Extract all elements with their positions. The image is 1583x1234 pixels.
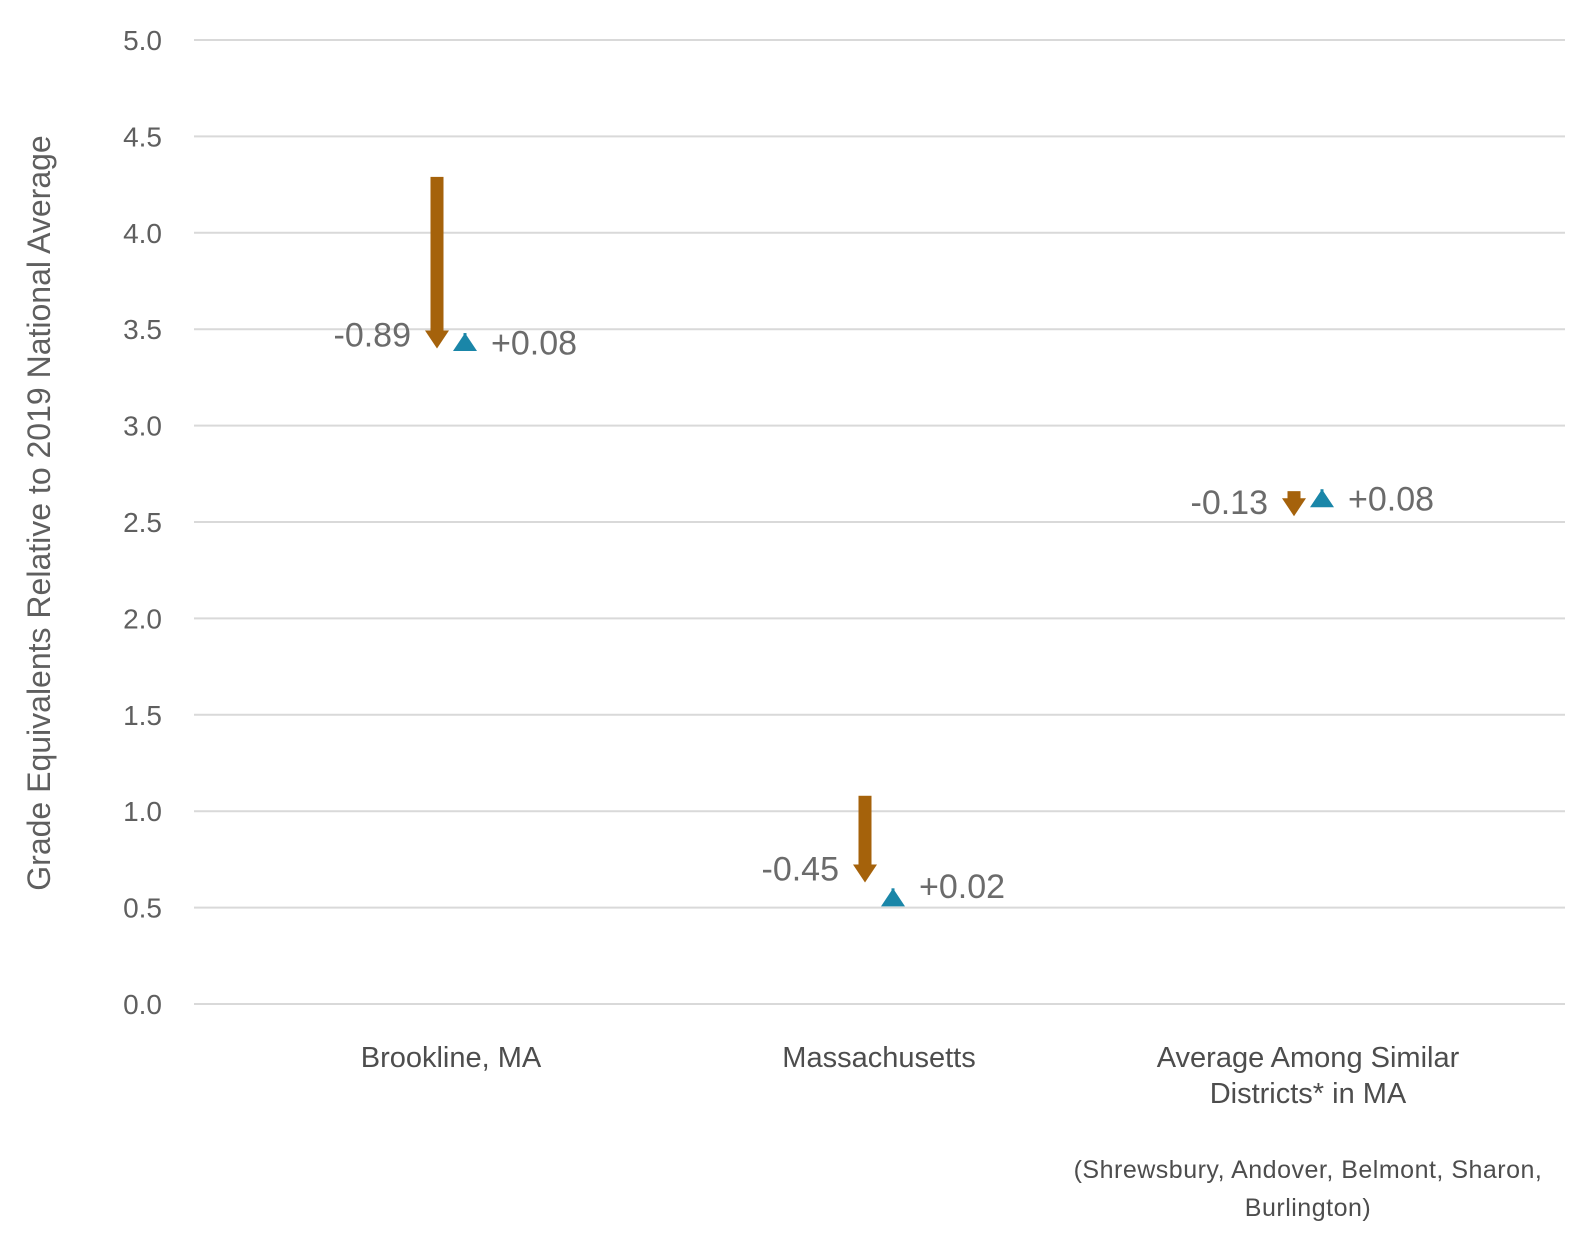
y-tick-label: 3.0 — [123, 411, 162, 442]
y-tick-label: 3.5 — [123, 314, 162, 345]
category-note: Burlington) — [1245, 1194, 1371, 1222]
y-tick-label: 0.0 — [123, 989, 162, 1020]
category-label: Districts* in MA — [1210, 1078, 1407, 1110]
change-arrows: -0.89 -0.45 -0.13 +0.08 +0.02 +0.08 — [334, 176, 1434, 907]
y-axis-title: Grade Equivalents Relative to 2019 Natio… — [21, 135, 57, 890]
decline-arrow — [1282, 491, 1306, 517]
y-tick-label: 1.5 — [123, 700, 162, 731]
arrow-shaft — [430, 176, 444, 332]
y-tick-label: 2.0 — [123, 603, 162, 634]
gain-arrow — [453, 333, 477, 352]
decline-arrow — [425, 176, 449, 349]
category-note: (Shrewsbury, Andover, Belmont, Sharon, — [1074, 1156, 1543, 1184]
data-label: -0.45 — [762, 851, 840, 889]
category-label: Massachusetts — [782, 1042, 975, 1074]
arrow-head — [453, 333, 477, 352]
y-tick-labels: 0.0 0.5 1.0 1.5 2.0 2.5 3.0 3.5 4.0 4.5 5.0 — [123, 25, 162, 1020]
category-label: Average Among Similar — [1157, 1042, 1460, 1074]
arrow-head — [853, 864, 877, 883]
decline-arrow — [853, 795, 877, 883]
arrow-shaft — [1287, 491, 1301, 500]
category-labels: Brookline, MA Massachusetts Average Among … — [361, 1042, 1543, 1222]
y-tick-label: 4.5 — [123, 121, 162, 152]
arrow-shaft — [858, 795, 872, 866]
data-label: -0.13 — [1191, 484, 1269, 522]
gain-arrow — [1310, 489, 1334, 508]
arrow-head — [425, 330, 449, 349]
y-tick-label: 4.0 — [123, 218, 162, 249]
y-tick-label: 1.0 — [123, 796, 162, 827]
y-tick-label: 0.5 — [123, 893, 162, 924]
data-label: +0.08 — [1348, 481, 1434, 519]
gridlines — [194, 39, 1565, 1005]
y-tick-label: 2.5 — [123, 507, 162, 538]
category-label: Brookline, MA — [361, 1042, 542, 1074]
data-label: +0.08 — [491, 324, 577, 362]
arrow-head — [881, 888, 905, 907]
y-tick-label: 5.0 — [123, 25, 162, 56]
gain-arrow — [881, 888, 905, 907]
data-label: +0.02 — [919, 868, 1005, 906]
data-label: -0.89 — [334, 316, 412, 354]
arrow-head — [1282, 498, 1306, 517]
arrow-head — [1310, 489, 1334, 508]
